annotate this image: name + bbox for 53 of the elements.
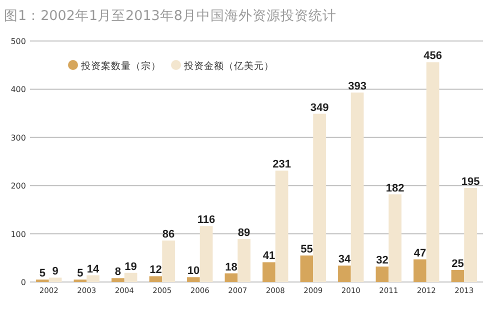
- bar: [350, 92, 364, 282]
- title: 图1：2002年1月至2013年8月中国海外资源投资统计: [4, 8, 336, 24]
- bar: [86, 275, 100, 282]
- data-label: 456: [424, 50, 442, 62]
- y-tick-label: 500: [10, 37, 26, 46]
- data-label: 89: [238, 227, 250, 240]
- data-label: 34: [338, 254, 352, 266]
- bar: [426, 62, 440, 282]
- data-label: 47: [414, 247, 426, 260]
- bar: [414, 259, 426, 282]
- bar: [300, 255, 314, 282]
- data-label: 25: [452, 258, 464, 270]
- data-label: 231: [272, 158, 291, 171]
- y-tick-label: 400: [10, 85, 26, 94]
- bar: [238, 239, 250, 282]
- y-tick-label: 300: [10, 133, 26, 142]
- bar: [313, 114, 326, 282]
- bar: [124, 272, 138, 282]
- data-label: 393: [348, 80, 366, 93]
- data-label: 32: [376, 254, 388, 267]
- y-tick-label: 200: [10, 182, 26, 191]
- bar: [48, 278, 62, 282]
- data-label: 8: [114, 266, 122, 278]
- bar: [162, 240, 175, 282]
- data-label: 55: [300, 243, 313, 256]
- data-label: 182: [386, 182, 404, 194]
- data-label: 86: [162, 228, 175, 241]
- data-label: 349: [310, 102, 329, 114]
- bar: [275, 170, 288, 282]
- data-label: 14: [86, 263, 100, 276]
- bar: [187, 277, 200, 282]
- data-label: 116: [197, 214, 216, 226]
- data-label: 195: [461, 176, 480, 188]
- data-label: 5: [77, 268, 84, 280]
- bar: [149, 276, 162, 282]
- bar: [200, 226, 213, 282]
- bar: [451, 270, 464, 282]
- y-tick-label: 100: [10, 230, 26, 239]
- data-label: 19: [124, 260, 137, 273]
- data-label: 12: [150, 264, 162, 276]
- data-label: 10: [187, 265, 200, 278]
- data-label: 9: [52, 266, 58, 278]
- bar: [376, 266, 389, 282]
- y-tick-label: 0: [20, 278, 26, 287]
- bar: [464, 188, 477, 282]
- data-label: 18: [225, 261, 238, 274]
- bar: [388, 194, 402, 282]
- bar: [262, 262, 276, 282]
- bar: [112, 278, 124, 282]
- data-label: 41: [262, 250, 276, 262]
- bar: [224, 273, 238, 282]
- bar: [338, 266, 351, 282]
- data-label: 5: [39, 268, 46, 280]
